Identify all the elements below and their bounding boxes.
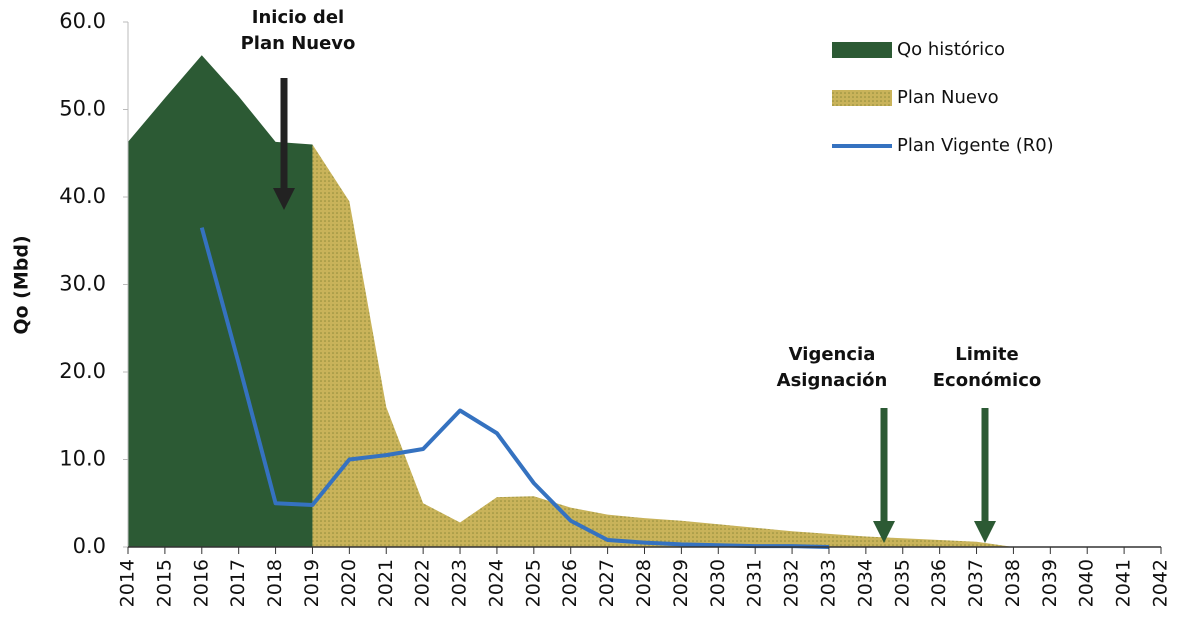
x-tick-label: 2031 bbox=[744, 559, 766, 607]
x-tick-label: 2024 bbox=[485, 559, 507, 607]
annotation-text: Plan Nuevo bbox=[241, 33, 356, 54]
x-tick-label: 2041 bbox=[1113, 559, 1135, 607]
annotation-text: Inicio del bbox=[252, 7, 344, 28]
x-tick-label: 2022 bbox=[412, 559, 434, 607]
annotation-text: Asignación bbox=[777, 370, 888, 391]
x-tick-label: 2015 bbox=[153, 559, 175, 607]
x-tick-label: 2023 bbox=[449, 559, 471, 607]
annotation-text: Económico bbox=[933, 370, 1041, 391]
x-tick-label: 2029 bbox=[670, 559, 692, 607]
y-tick-label: 20.0 bbox=[59, 359, 106, 383]
legend-label: Plan Nuevo bbox=[897, 87, 999, 108]
x-tick-label: 2039 bbox=[1039, 559, 1061, 607]
y-tick-label: 60.0 bbox=[59, 9, 106, 33]
line bbox=[199, 227, 830, 549]
y-tick-label: 30.0 bbox=[59, 272, 106, 296]
x-tick-label: 2014 bbox=[117, 559, 139, 607]
x-tick-label: 2036 bbox=[928, 559, 950, 607]
legend-swatch bbox=[832, 90, 892, 106]
x-tick-label: 2035 bbox=[891, 559, 913, 607]
y-tick-label: 10.0 bbox=[59, 447, 106, 471]
x-tick-label: 2032 bbox=[781, 559, 803, 607]
legend-swatch bbox=[832, 42, 892, 58]
annotation-arrowhead bbox=[974, 521, 996, 543]
annotation-arrowhead bbox=[273, 188, 295, 210]
x-tick-label: 2037 bbox=[965, 559, 987, 607]
x-tick-label: 2019 bbox=[301, 559, 323, 607]
x-tick-label: 2025 bbox=[522, 559, 544, 607]
x-tick-label: 2017 bbox=[227, 559, 249, 607]
y-axis-label: Qo (Mbd) bbox=[11, 235, 33, 334]
x-tick-label: 2030 bbox=[707, 559, 729, 607]
x-tick-label: 2028 bbox=[633, 559, 655, 607]
legend-label: Qo histórico bbox=[897, 39, 1005, 60]
y-tick-label: 0.0 bbox=[73, 534, 106, 558]
legend-label: Plan Vigente (R0) bbox=[897, 135, 1054, 156]
x-tick-label: 2020 bbox=[338, 559, 360, 607]
x-tick-label: 2034 bbox=[854, 559, 876, 607]
x-tick-label: 2027 bbox=[596, 559, 618, 607]
area bbox=[312, 144, 1014, 547]
x-tick-label: 2033 bbox=[817, 559, 839, 607]
x-tick-label: 2038 bbox=[1002, 559, 1024, 607]
y-tick-label: 40.0 bbox=[59, 184, 106, 208]
x-tick-label: 2016 bbox=[190, 559, 212, 607]
annotation-arrowhead bbox=[873, 521, 895, 543]
x-tick-label: 2040 bbox=[1076, 559, 1098, 607]
x-tick-label: 2018 bbox=[264, 559, 286, 607]
y-tick-label: 50.0 bbox=[59, 97, 106, 121]
annotation-text: Limite bbox=[955, 344, 1018, 365]
x-tick-label: 2042 bbox=[1150, 559, 1172, 607]
x-tick-label: 2021 bbox=[375, 559, 397, 607]
annotation-text: Vigencia bbox=[789, 344, 876, 365]
x-tick-label: 2026 bbox=[559, 559, 581, 607]
